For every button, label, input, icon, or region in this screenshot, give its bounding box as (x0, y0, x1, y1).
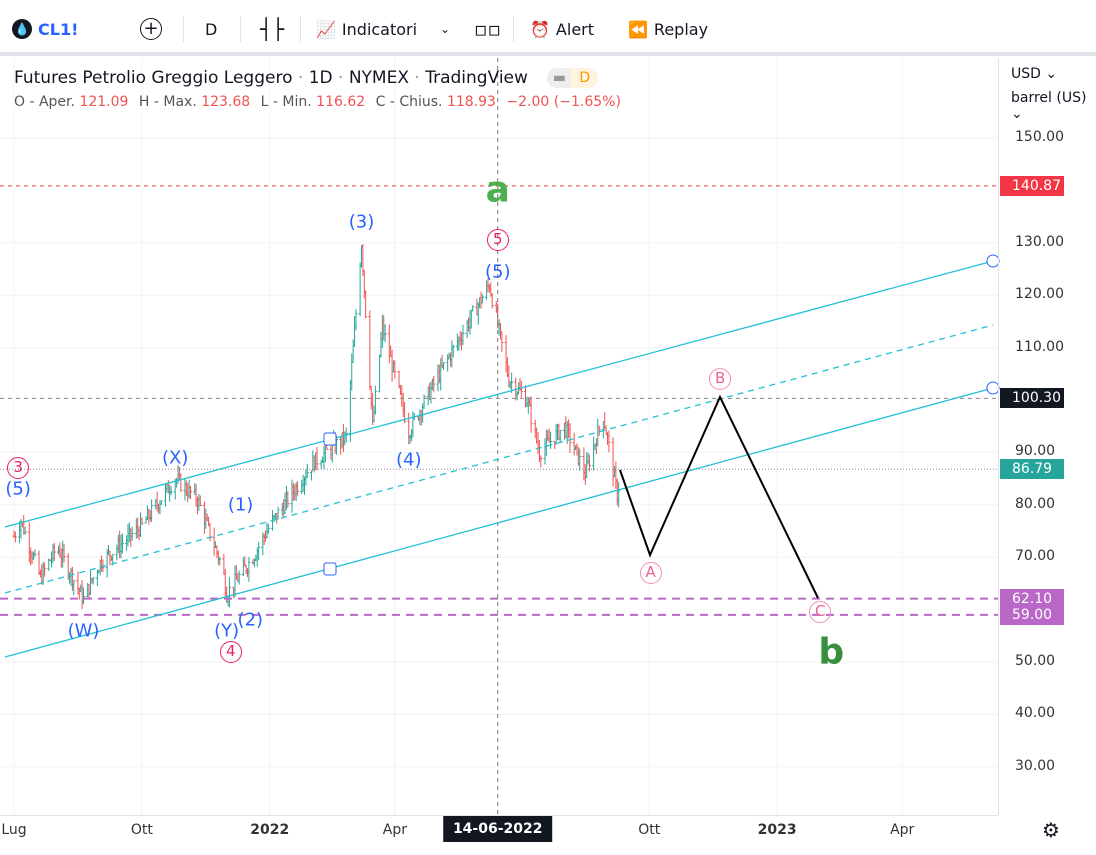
symbol-title: Futures Petrolio Greggio Leggero (14, 68, 293, 88)
top-toolbar: 💧 CL1! + D ┤├ 📈 Indicatori ⌄ ▫▫ ⏰ Alert ⏪ R… (0, 0, 1096, 56)
price-tick: 110.00 (1015, 338, 1064, 355)
channel-handle (323, 432, 337, 446)
price-tag: 100.30 (1000, 388, 1064, 409)
price-tick: 120.00 (1015, 286, 1064, 303)
wave-label[interactable]: (X) (162, 447, 189, 469)
plus-circle-icon: + (140, 18, 162, 40)
grid-icon: ▫▫ (474, 17, 502, 41)
channel-handle (986, 381, 1000, 395)
interval-label: D (205, 19, 218, 39)
high-value: 123.68 (201, 94, 251, 110)
wave-label[interactable]: (5) (5, 478, 31, 500)
price-tag: 86.79 (1000, 459, 1064, 480)
time-tick: Apr (382, 822, 407, 838)
chart-legend: Futures Petrolio Greggio Leggero · 1D · … (14, 68, 599, 88)
chevron-down-icon: ⌄ (440, 22, 451, 36)
low-label: L - Min. (260, 94, 312, 110)
channel-upper-line (4, 260, 994, 528)
symbol-button[interactable]: 💧 CL1! (12, 14, 78, 44)
ohlc-values: O - Aper. 121.09 H - Max. 123.68 L - Min… (14, 94, 627, 110)
settings-gear-icon[interactable]: ⚙ (1042, 818, 1060, 842)
circled-wave-label[interactable]: 5 (486, 229, 509, 252)
price-tick: 80.00 (1015, 495, 1056, 512)
channel-handle (986, 254, 1000, 268)
delayed-badge: D (571, 68, 599, 88)
price-tag: 140.87 (1000, 175, 1064, 196)
unit-label: barrel (US) (1011, 90, 1087, 106)
wave-label[interactable]: (3) (348, 211, 375, 233)
currency-label: USD (1011, 66, 1041, 82)
time-tick: Ott (130, 822, 153, 838)
open-label: O - Aper. (14, 94, 75, 110)
price-tick: 130.00 (1015, 233, 1064, 250)
separator: · (297, 68, 304, 88)
chart-type-button[interactable]: ┤├ (260, 14, 284, 44)
time-axis[interactable]: ⚙ Lug Ott 2022 Apr Ott 2023 Apr 14-06-2022 (0, 815, 1060, 855)
time-tick: Ott (638, 822, 661, 838)
wave-label[interactable]: b (818, 631, 845, 673)
currency-select[interactable]: USD ⌄ (1011, 66, 1058, 82)
wave-label[interactable]: (1) (227, 494, 254, 516)
legend-source: TradingView (425, 68, 528, 88)
circled-wave-label[interactable]: 3 (7, 457, 30, 480)
replay-button[interactable]: ⏪ Replay (628, 14, 708, 44)
oil-drop-icon: 💧 (12, 19, 32, 39)
channel-handle (323, 562, 337, 576)
wave-label[interactable]: (W) (67, 620, 100, 642)
channel-mid-line (4, 324, 994, 594)
low-value: 116.62 (316, 94, 366, 110)
price-tick: 50.00 (1015, 653, 1056, 669)
price-tick: 150.00 (1015, 129, 1064, 145)
alarm-clock-icon: ⏰ (530, 19, 550, 39)
alert-button[interactable]: ⏰ Alert (530, 14, 594, 44)
separator: · (414, 68, 420, 88)
wave-label[interactable]: (4) (396, 449, 422, 471)
wave-label[interactable]: (2) (237, 609, 264, 631)
price-chart[interactable] (0, 58, 1096, 855)
unit-select[interactable]: barrel (US) ⌄ (1011, 90, 1087, 122)
symbol-label: CL1! (38, 19, 79, 39)
close-label: C - Chius. (375, 94, 443, 110)
rewind-icon: ⏪ (628, 19, 648, 39)
change-value: −2.00 (−1.65%) (506, 94, 621, 110)
high-label: H - Max. (138, 94, 197, 110)
time-tick: Apr (890, 822, 915, 838)
indicators-button[interactable]: 📈 Indicatori (316, 14, 417, 44)
price-tag: 62.10 (1000, 588, 1064, 609)
wave-label[interactable]: (Y) (214, 620, 240, 642)
price-tick: 70.00 (1015, 548, 1056, 565)
time-tick: Lug (1, 822, 27, 838)
indicators-label: Indicatori (341, 19, 418, 39)
close-value: 118.93 (446, 94, 496, 110)
time-tick: 2022 (250, 822, 290, 838)
price-tick: 90.00 (1015, 443, 1056, 460)
circled-wave-label[interactable]: B (709, 368, 732, 391)
channel-lower-line (4, 387, 994, 658)
price-tag: 59.00 (1000, 604, 1064, 625)
wave-label[interactable]: a (485, 169, 510, 211)
replay-label: Replay (653, 19, 709, 39)
projection-path (619, 394, 819, 599)
compare-button[interactable]: + (140, 14, 162, 44)
bars-icon: ┤├ (260, 17, 285, 41)
price-tick: 30.00 (1015, 757, 1056, 774)
market-status-badge[interactable]: ▬ D (547, 68, 599, 88)
circled-wave-label[interactable]: 4 (219, 640, 242, 663)
time-tick: 2023 (757, 822, 797, 838)
templates-button[interactable]: ▫▫ (474, 14, 501, 44)
alert-label: Alert (555, 19, 595, 39)
price-tick: 40.00 (1015, 705, 1056, 722)
crosshair-time-label: 14-06-2022 (442, 816, 553, 842)
indicators-icon: 📈 (316, 19, 336, 39)
price-axis[interactable]: USD ⌄ barrel (US) ⌄ 150.00 130.00 120.00 11… (998, 58, 1096, 815)
legend-interval: 1D (308, 68, 333, 88)
separator: · (338, 68, 344, 88)
wave-label[interactable]: (5) (484, 261, 511, 283)
open-value: 121.09 (79, 94, 129, 110)
interval-button[interactable]: D (205, 14, 217, 44)
legend-exchange: NYMEX (348, 68, 409, 88)
indicators-dropdown[interactable]: ⌄ (440, 14, 450, 44)
circled-wave-label[interactable]: A (639, 561, 662, 584)
circled-wave-label[interactable]: C (809, 601, 832, 624)
